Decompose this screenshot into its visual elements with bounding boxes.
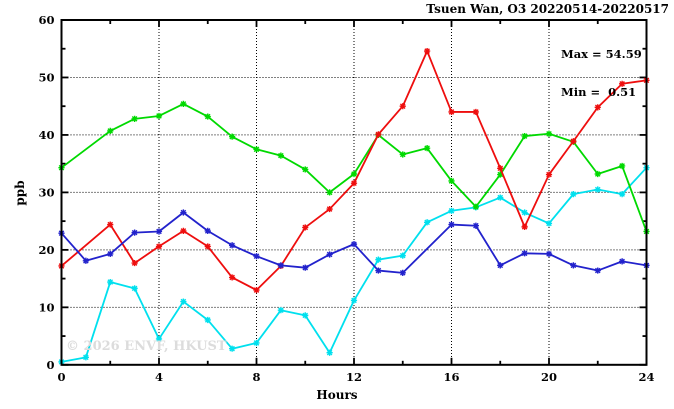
tick-labels: 0 10 20 30 40 50 60 0 4 8 12 16 20 24	[38, 13, 654, 384]
y-tick-label: 50	[38, 70, 54, 84]
watermark: © 2026 ENVF, HKUST	[66, 339, 227, 354]
x-tick-label: 4	[155, 370, 163, 384]
x-axis-label: Hours	[316, 388, 358, 402]
series-green-line	[60, 103, 648, 232]
stat-min: Min = 0.51	[561, 84, 637, 99]
y-tick-label: 40	[38, 128, 54, 142]
x-tick-label: 8	[252, 370, 260, 384]
plot-border	[60, 19, 648, 366]
series-blue-line	[60, 211, 647, 274]
x-tick-label: 0	[57, 370, 65, 384]
y-axis-label: ppb	[13, 180, 27, 206]
stat-max: Max = 54.59	[561, 47, 642, 61]
x-tick-label: 24	[638, 370, 654, 384]
x-tick-label: 20	[541, 370, 557, 384]
y-tick-label: 0	[46, 358, 54, 372]
y-tick-label: 60	[38, 13, 54, 27]
y-tick-label: 20	[38, 243, 54, 257]
x-tick-label: 16	[443, 370, 459, 384]
stats-box: Max = 54.59 Min = 0.51	[561, 23, 642, 123]
series-blue-markers	[58, 209, 650, 276]
y-tick-label: 10	[38, 300, 54, 314]
grid-lines	[61, 20, 647, 365]
y-tick-label: 30	[38, 185, 54, 199]
series-green-markers	[58, 100, 650, 235]
series-red-line	[60, 50, 647, 291]
x-tick-label: 12	[346, 370, 362, 384]
chart-title: Tsuen Wan, O3 20220514-20220517	[426, 2, 669, 16]
